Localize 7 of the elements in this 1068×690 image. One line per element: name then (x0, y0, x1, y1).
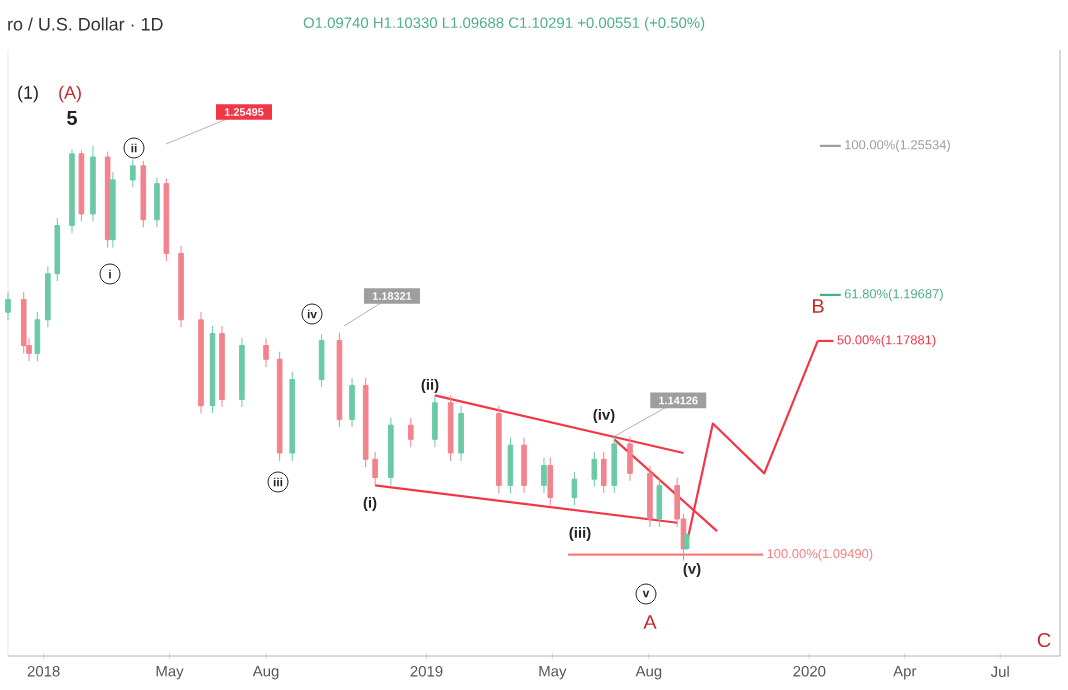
text: C (1037, 632, 1051, 648)
chart-title: ro / U.S. Dollar · 1D (8, 17, 163, 31)
text: (A) (59, 85, 81, 103)
annotation: B (812, 299, 824, 313)
text: (1) (18, 85, 38, 103)
text: 5 (67, 111, 77, 125)
text: A (643, 615, 657, 629)
